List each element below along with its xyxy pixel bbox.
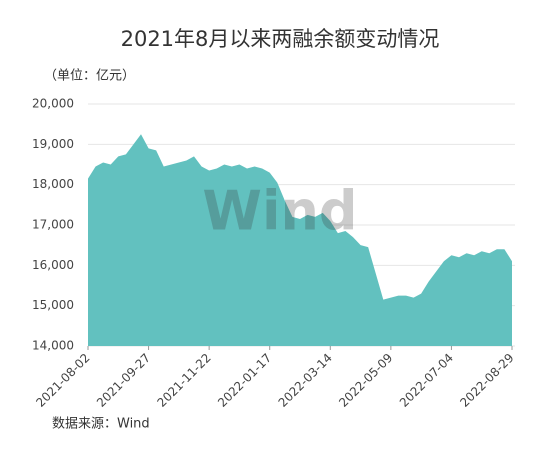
y-tick-label: 16,000	[32, 258, 74, 272]
y-tick-label: 15,000	[32, 298, 74, 312]
x-tick-label: 2021-08-02	[33, 351, 92, 410]
unit-label: （单位：亿元）	[44, 69, 135, 84]
y-tick-label: 20,000	[32, 97, 74, 111]
x-tick-label: 2022-05-09	[336, 351, 395, 410]
area	[88, 134, 512, 346]
chart-title: 2021年8月以来两融余额变动情况	[121, 27, 440, 51]
x-tick-label: 2022-01-17	[215, 351, 274, 410]
y-tick-label: 17,000	[32, 218, 74, 232]
x-tick-label: 2022-08-29	[457, 351, 516, 410]
x-tick-label: 2021-09-27	[94, 351, 153, 410]
x-tick-label: 2022-03-14	[276, 351, 335, 410]
y-tick-label: 14,000	[32, 339, 74, 353]
y-tick-label: 19,000	[32, 137, 74, 151]
watermark: Wind	[202, 180, 357, 243]
y-tick-label: 18,000	[32, 177, 74, 191]
x-tick-label: 2021-11-22	[155, 351, 214, 410]
x-tick-label: 2022-07-04	[397, 351, 456, 410]
source-note: 数据来源：Wind	[52, 417, 150, 432]
